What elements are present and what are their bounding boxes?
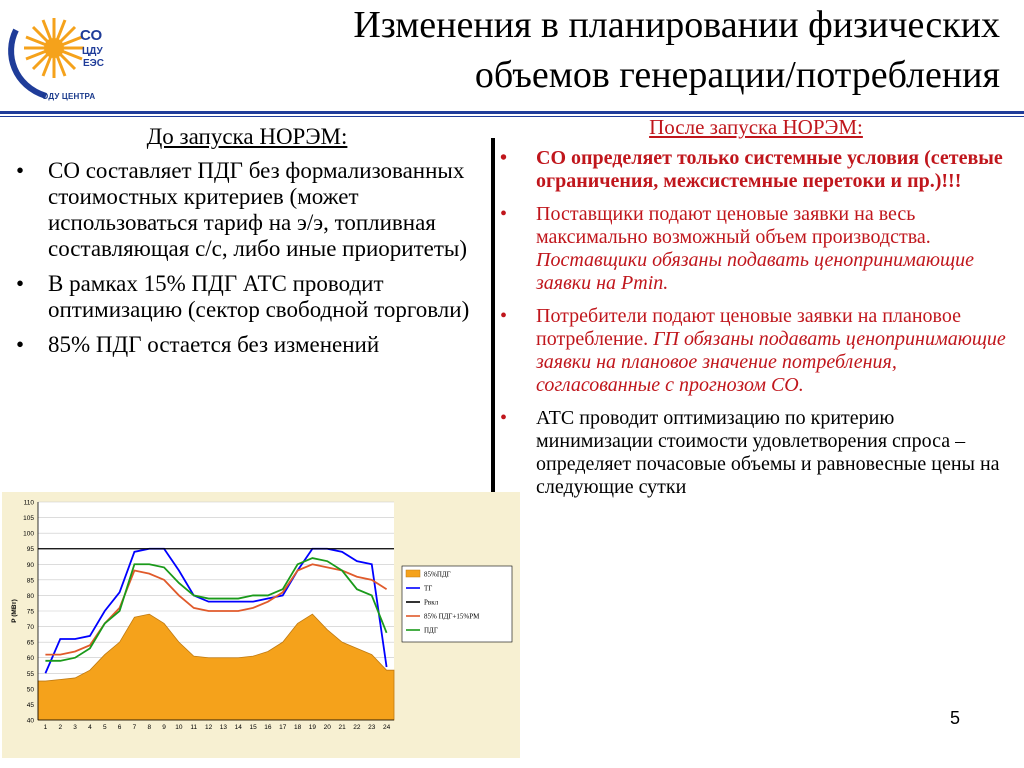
x-tick-label: 13 [220,724,228,731]
left-heading: До запуска НОРЭМ: [146,124,348,149]
x-tick-label: 23 [368,724,376,731]
bullet-glyph: • [16,332,25,357]
x-tick-label: 20 [324,724,332,731]
x-tick-label: 4 [88,724,92,731]
y-axis-label: P (МВт) [11,599,18,623]
y-tick-label: 65 [27,640,35,647]
right-bullet-2: • Поставщики подают ценовые заявки на ве… [500,203,975,294]
y-tick-label: 55 [27,671,35,678]
legend-label: ПДГ [424,627,438,635]
legend-label: Рвкл [424,599,439,607]
series-area-85pdg [37,613,395,721]
x-tick-label: 8 [147,724,151,731]
x-tick-label: 2 [58,724,62,731]
y-tick-label: 95 [27,546,35,553]
svg-text:СО: СО [80,27,102,44]
slide-title: Изменения в планировании физических объе… [130,0,1000,100]
left-bullet-1: • СО составляет ПДГ без формализованных … [16,158,467,261]
y-tick-label: 110 [24,500,35,507]
generation-chart: 40 45 50 55 60 65 70 75 80 85 90 95 100 105 110 1 2 3 4 5 6 7… [2,492,520,758]
bullet-glyph: • [500,305,508,327]
x-tick-label: 9 [162,724,166,731]
legend-label: 85% ПДГ+15%РМ [424,613,480,621]
bullet-glyph: • [500,203,508,225]
page-number: 5 [950,708,961,728]
y-tick-label: 70 [27,624,35,631]
legend-label: 85%ПДГ [424,571,451,579]
column-divider [491,138,495,568]
bullet-glyph: • [500,407,508,429]
title-line-2: объемов генерации/потребления [474,54,1000,96]
x-tick-label: 10 [175,724,183,731]
x-tick-label: 24 [383,724,391,731]
y-tick-label: 90 [27,562,35,569]
x-tick-label: 7 [133,724,137,731]
y-tick-label: 80 [27,593,35,600]
y-tick-label: 100 [23,531,34,538]
svg-text:ЦДУ: ЦДУ [82,46,104,57]
left-bullet-2: • В рамках 15% ПДГ АТС проводит оптимиза… [16,271,470,322]
x-tick-label: 19 [309,724,317,731]
legend-swatch [405,569,421,578]
y-tick-label: 105 [23,515,34,522]
series-line [45,557,388,662]
y-tick-label: 50 [27,686,35,693]
x-tick-label: 22 [353,724,361,731]
x-tick-label: 21 [338,724,346,731]
x-tick-label: 3 [73,724,77,731]
y-tick-label: 45 [27,702,35,709]
left-column: До запуска НОРЭМ: • СО составляет ПДГ бе… [12,124,482,367]
y-tick-label: 85 [27,577,35,584]
x-tick-label: 18 [294,724,302,731]
logo-caption: ОДУ ЦЕНТРА [42,92,96,101]
chart-legend [401,565,513,643]
x-tick-label: 14 [235,724,243,731]
svg-text:ЕЭС: ЕЭС [83,58,104,69]
y-tick-label: 75 [27,609,35,616]
legend-label: ТГ [424,585,432,593]
so-cdu-ees-logo: СО ЦДУ ЕЭС [2,2,122,104]
bullet-glyph: • [500,147,508,169]
x-tick-label: 17 [279,724,287,731]
x-tick-label: 15 [249,724,257,731]
x-tick-label: 11 [190,724,197,731]
y-tick-label: 60 [27,655,35,662]
right-heading: После запуска НОРЭМ: [649,115,863,139]
right-column: После запуска НОРЭМ: • СО определяет тол… [496,116,1016,509]
right-bullet-4: • АТС проводит оптимизацию по критерию м… [500,407,1000,498]
bullet-glyph: • [16,158,25,183]
bullet-glyph: • [16,271,25,296]
x-tick-label: 16 [264,724,272,731]
x-tick-label: 12 [205,724,213,731]
x-tick-label: 1 [44,724,48,731]
right-bullet-1: • СО определяет только системные условия… [500,147,1003,192]
title-rule-thin [0,116,1024,117]
right-bullet-3: • Потребители подают ценовые заявки на п… [500,305,1006,396]
x-tick-label: 5 [103,724,107,731]
y-tick-label: 40 [27,718,35,725]
x-tick-label: 6 [118,724,122,731]
title-rule [0,111,1024,114]
title-line-1: Изменения в планировании физических [353,4,1000,46]
left-bullet-3: • 85% ПДГ остается без изменений [16,332,380,357]
